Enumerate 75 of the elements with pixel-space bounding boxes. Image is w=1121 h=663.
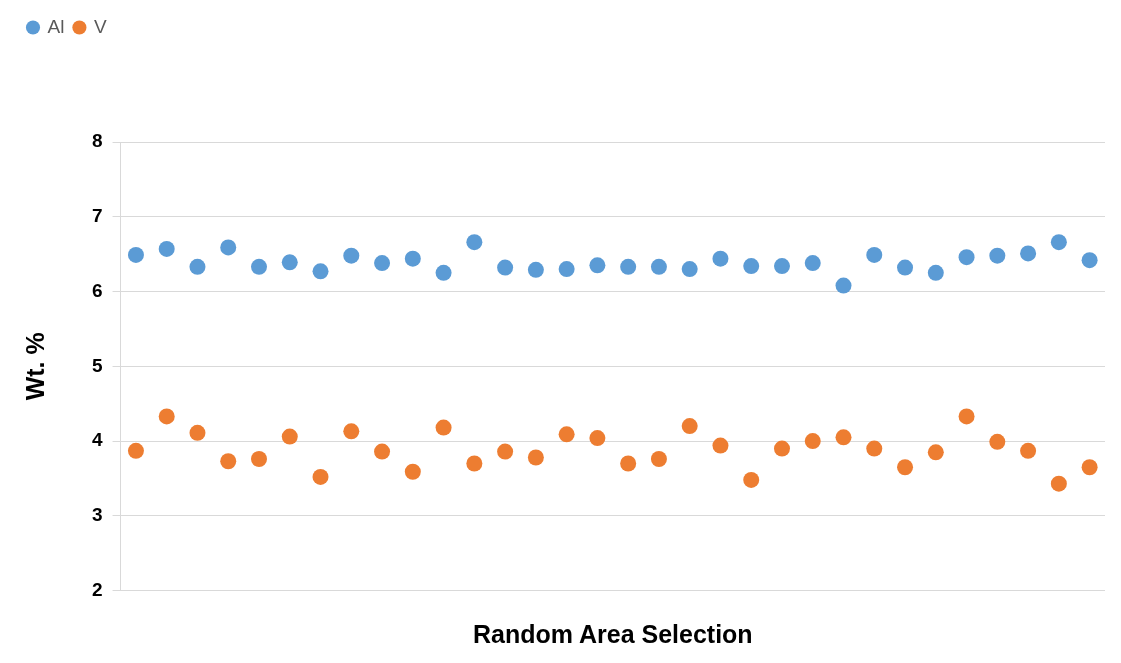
- point: [127, 246, 144, 263]
- y-tick-label: 4: [91, 429, 103, 451]
- point: [343, 423, 360, 440]
- point: [927, 444, 944, 461]
- point: [527, 449, 544, 466]
- point: [1020, 245, 1037, 262]
- point: [220, 239, 237, 256]
- point: [435, 419, 452, 436]
- point: [681, 261, 698, 278]
- point: [404, 250, 421, 267]
- point: [650, 451, 667, 468]
- point: [835, 277, 852, 294]
- point: [127, 442, 144, 459]
- point: [897, 259, 914, 276]
- y-axis-title: Wt. %: [20, 332, 49, 401]
- point: [158, 408, 175, 425]
- point: [527, 261, 544, 278]
- point: [773, 258, 790, 275]
- point: [773, 440, 790, 457]
- point: [989, 433, 1006, 450]
- point: [1081, 252, 1098, 269]
- point: [1020, 442, 1037, 459]
- point: [466, 455, 483, 472]
- point: [497, 443, 514, 460]
- point: [558, 261, 575, 278]
- point: [281, 428, 298, 445]
- point: [404, 463, 421, 480]
- point: [189, 258, 206, 275]
- y-tick-label: 8: [91, 130, 103, 152]
- point: [681, 418, 698, 435]
- point: [866, 440, 883, 457]
- point: [189, 424, 206, 441]
- point: [1050, 234, 1067, 251]
- legend-label: V: [93, 15, 107, 37]
- y-tick-label: 7: [91, 205, 103, 226]
- point: [589, 430, 606, 447]
- point: [435, 264, 452, 281]
- point: [312, 468, 329, 485]
- y-tick-label: 3: [91, 504, 103, 526]
- point: [804, 433, 821, 450]
- y-tick-label: 5: [91, 354, 103, 376]
- point: [958, 408, 975, 425]
- point: [958, 249, 975, 266]
- point: [743, 258, 760, 275]
- point: [281, 254, 298, 271]
- point: [835, 429, 852, 446]
- point: [312, 263, 329, 280]
- point: [712, 437, 729, 454]
- point: [1081, 459, 1098, 476]
- y-tick-label: 6: [91, 279, 103, 301]
- point: [251, 258, 267, 275]
- point: [497, 259, 514, 276]
- point: [712, 250, 729, 267]
- x-axis-title: Random Area Selection: [472, 619, 753, 648]
- point: [620, 258, 637, 275]
- point: [650, 258, 667, 275]
- point: [220, 453, 237, 470]
- point: [866, 246, 883, 263]
- legend-label: Al: [47, 15, 65, 37]
- y-tick-label: 2: [91, 578, 103, 600]
- point: [1050, 475, 1067, 492]
- point: [804, 255, 821, 272]
- point: [558, 426, 575, 443]
- point: [374, 443, 391, 460]
- point: [927, 264, 944, 281]
- point: [620, 455, 637, 472]
- point: [466, 234, 483, 251]
- point: [374, 255, 391, 272]
- point: [158, 240, 175, 257]
- point: [897, 459, 914, 476]
- point: [251, 451, 267, 468]
- point: [743, 471, 760, 488]
- point: [343, 247, 360, 264]
- point: [989, 247, 1006, 264]
- point: [589, 257, 606, 274]
